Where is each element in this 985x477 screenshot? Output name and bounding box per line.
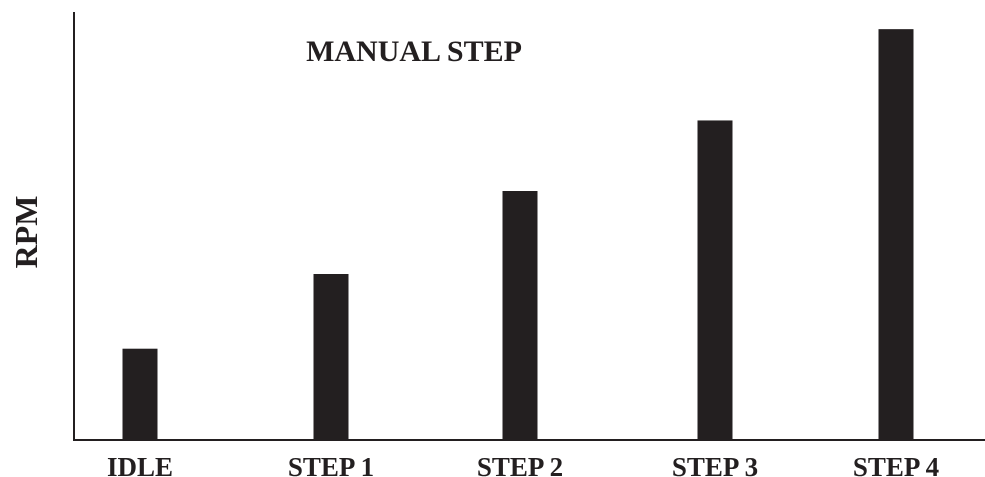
x-tick-labels: IDLE STEP 1 STEP 2 STEP 3 STEP 4 bbox=[107, 452, 939, 477]
x-tick-label-step-1: STEP 1 bbox=[288, 452, 374, 477]
x-tick-label-step-2: STEP 2 bbox=[477, 452, 563, 477]
x-tick-label-idle: IDLE bbox=[107, 452, 173, 477]
y-axis-label: RPM bbox=[8, 196, 44, 269]
bar-step-2 bbox=[502, 191, 538, 440]
bar-step-3 bbox=[697, 120, 733, 440]
x-tick-label-step-4: STEP 4 bbox=[853, 452, 939, 477]
chart-title: MANUAL STEP bbox=[306, 35, 522, 68]
bar-idle bbox=[122, 348, 158, 440]
bar-step-1 bbox=[313, 274, 349, 440]
bar-step-4 bbox=[878, 29, 914, 441]
bars-group bbox=[122, 29, 914, 441]
x-tick-label-step-3: STEP 3 bbox=[672, 452, 758, 477]
